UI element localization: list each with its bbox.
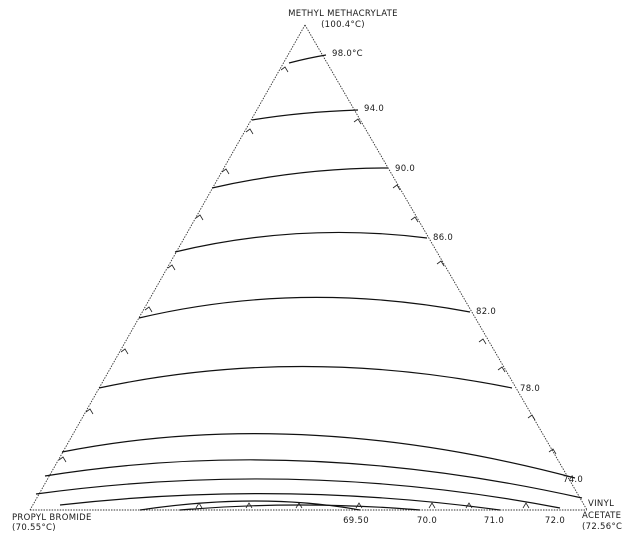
tick-mark (245, 128, 254, 135)
base-label: 70.0 (417, 516, 437, 526)
tick-mark (497, 366, 506, 373)
isotherm-c (59, 493, 501, 511)
isotherm-label: 94.0 (364, 104, 384, 114)
isotherm-label: 82.0 (476, 307, 496, 317)
right-vertex-name-line2: ACETATE (582, 511, 621, 521)
base-label: 69.50 (343, 516, 369, 526)
tick-mark (428, 502, 436, 509)
tick-mark (478, 338, 487, 345)
isotherm-69-50 (139, 500, 361, 511)
top-vertex-name: METHYL METHACRYLATE (288, 9, 398, 19)
isotherm-74 (61, 432, 576, 479)
tick-mark (280, 66, 289, 73)
tick-mark (355, 502, 363, 509)
tick-mark (548, 448, 557, 455)
isotherm-a (44, 459, 583, 499)
edge-tick-marks (58, 66, 557, 509)
base-label: 72.0 (545, 516, 565, 526)
tick-mark (527, 414, 536, 421)
isotherm-label: 78.0 (520, 384, 540, 394)
isotherm-90 (211, 167, 389, 189)
isotherm-b (35, 478, 561, 509)
tick-mark (195, 502, 203, 509)
isotherm-82 (138, 296, 471, 319)
tick-mark (295, 502, 303, 509)
top-vertex-bp: (100.4°C) (321, 20, 365, 30)
right-vertex-name-line1: VINYL (588, 499, 614, 509)
tick-mark (522, 502, 530, 509)
isotherm-94 (251, 109, 359, 121)
tick-mark (58, 456, 67, 463)
isotherm-78 (98, 365, 513, 389)
tick-mark (392, 184, 401, 191)
tick-mark (410, 216, 419, 223)
isotherm-curves (35, 54, 583, 511)
tick-mark (245, 502, 253, 509)
left-vertex-name: PROPYL BROMIDE (12, 513, 92, 523)
tick-mark (465, 502, 473, 509)
isotherm-label: 86.0 (433, 233, 453, 243)
tick-mark (144, 306, 153, 313)
isotherm-label: 90.0 (395, 164, 415, 174)
left-vertex-bp: (70.55°C) (12, 523, 56, 533)
tick-mark (221, 168, 230, 175)
right-edge (304, 24, 588, 511)
isotherm-98 (288, 54, 327, 64)
isotherm-d (179, 504, 421, 511)
isotherm-label: 74.0 (563, 475, 583, 485)
tick-mark (85, 408, 94, 415)
right-vertex-bp: (72.56°C) (582, 522, 623, 532)
tick-mark (436, 260, 445, 267)
isotherm-label: 98.0°C (332, 49, 363, 59)
left-edge (29, 24, 306, 511)
tick-mark (120, 348, 129, 355)
isotherm-86 (174, 231, 428, 253)
tick-mark (353, 118, 362, 125)
tick-mark (195, 214, 204, 221)
base-label: 71.0 (484, 516, 504, 526)
tick-mark (167, 264, 176, 271)
